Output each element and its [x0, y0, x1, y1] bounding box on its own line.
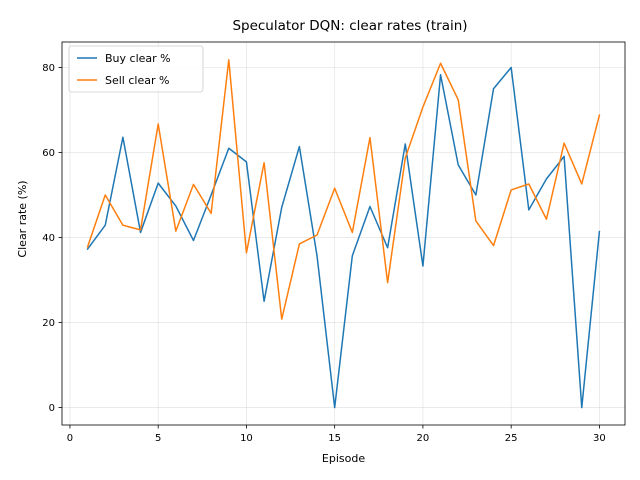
- x-tick-label: 20: [417, 433, 430, 444]
- y-axis-label: Clear rate (%): [16, 180, 29, 257]
- x-tick-label: 30: [593, 433, 606, 444]
- x-axis-label: Episode: [322, 452, 365, 465]
- series-line-1: [86, 66, 601, 409]
- y-tick-label: 40: [42, 233, 55, 244]
- y-tick-label: 60: [42, 148, 55, 159]
- y-tick-label: 80: [42, 63, 55, 74]
- y-tick-label: 0: [49, 403, 55, 414]
- x-tick-label: 25: [505, 433, 518, 444]
- x-tick-label: 15: [328, 433, 341, 444]
- plot-area-frame: [61, 41, 626, 426]
- legend-box: [68, 45, 204, 93]
- x-axis-ticks: 0 5 10 15 20 25 30: [67, 425, 606, 444]
- series-line-2: [86, 59, 601, 320]
- chart-title: Speculator DQN: clear rates (train): [232, 18, 467, 34]
- legend-label: Sell clear %: [105, 74, 169, 87]
- legend: Buy clear % Sell clear %: [68, 45, 204, 93]
- x-tick-label: 0: [67, 433, 73, 444]
- y-tick-label: 20: [42, 318, 55, 329]
- y-axis-ticks: 0 20 40 60 80: [42, 63, 62, 414]
- grid-lines: [62, 42, 625, 425]
- legend-label: Buy clear %: [105, 52, 171, 65]
- x-tick-label: 5: [155, 433, 161, 444]
- series-lines: [86, 59, 601, 409]
- x-tick-label: 10: [240, 433, 253, 444]
